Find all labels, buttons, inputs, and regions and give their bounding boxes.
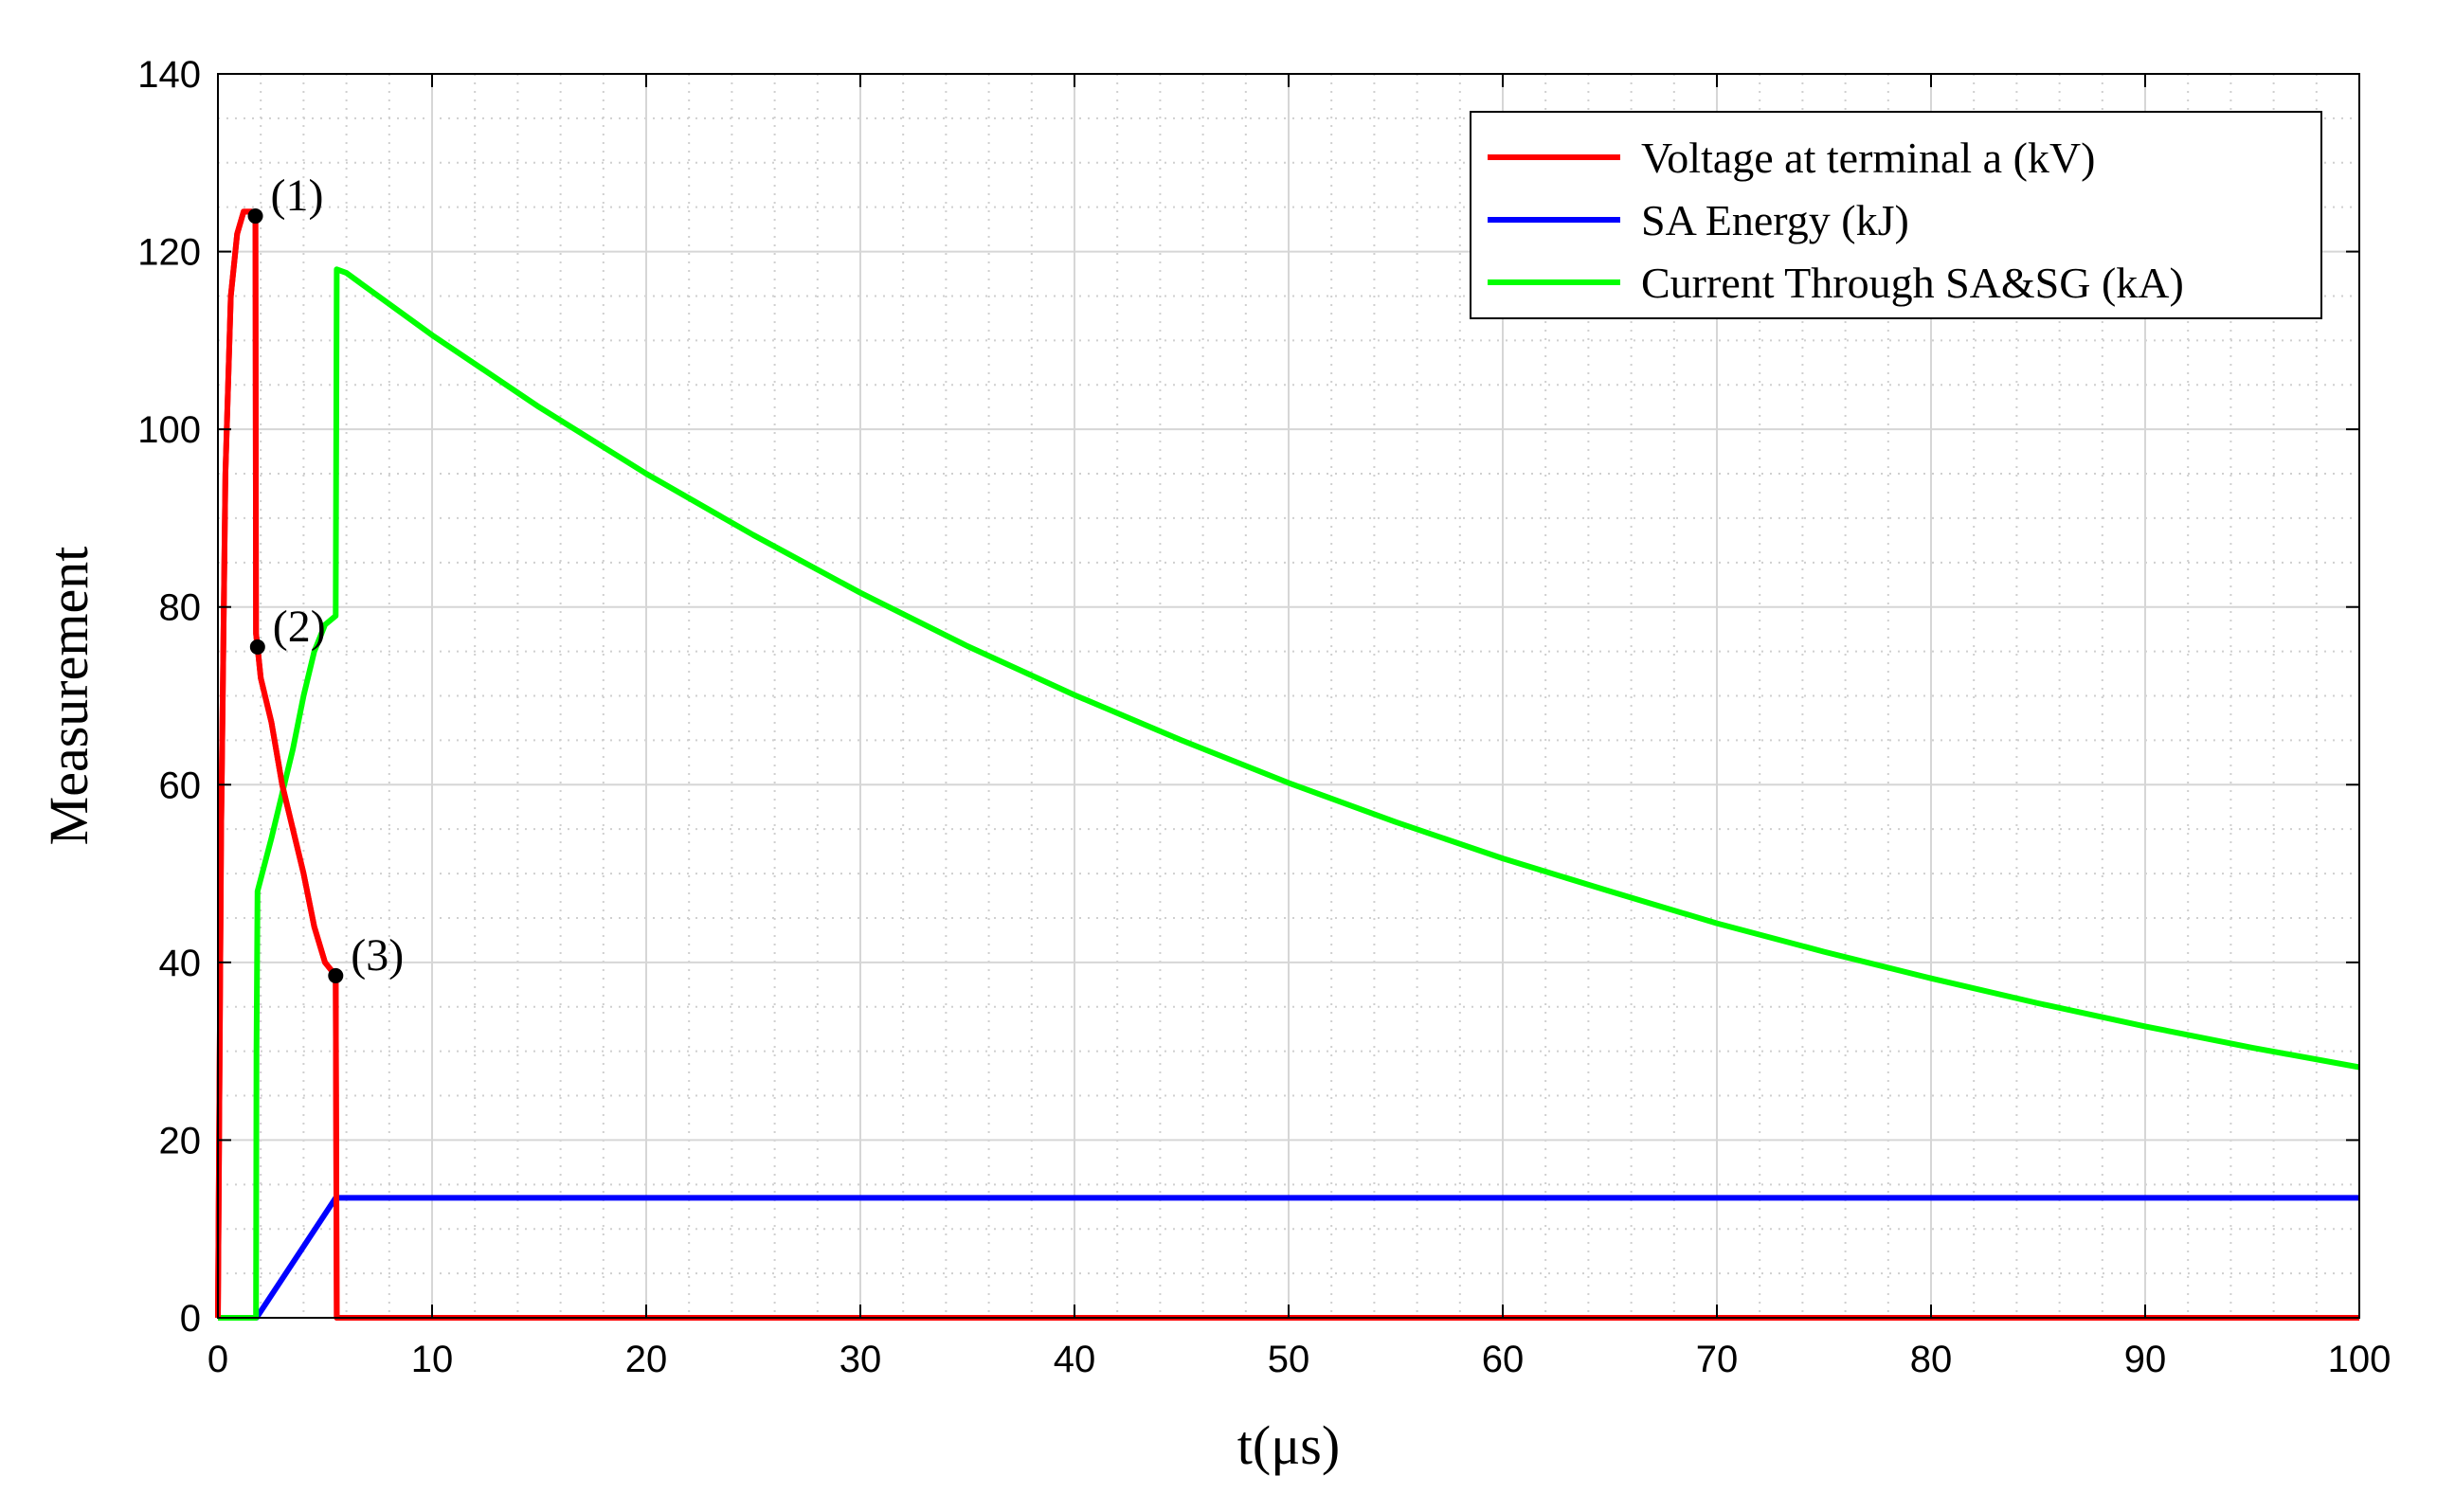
marker-point-2 bbox=[249, 639, 265, 655]
x-tick-label: 50 bbox=[1268, 1339, 1310, 1380]
x-tick-label: 40 bbox=[1054, 1339, 1096, 1380]
x-tick-label: 70 bbox=[1696, 1339, 1739, 1380]
y-tick-label: 120 bbox=[137, 232, 201, 274]
legend-label-2: SA Energy (kJ) bbox=[1641, 196, 1909, 244]
y-tick-label: 140 bbox=[137, 54, 201, 96]
y-axis-title: Measurement bbox=[38, 547, 99, 846]
y-tick-label: 60 bbox=[159, 765, 202, 806]
marker-point-1 bbox=[247, 208, 263, 225]
x-tick-label: 60 bbox=[1482, 1339, 1525, 1380]
x-tick-label: 100 bbox=[2328, 1339, 2392, 1380]
x-tick-label: 20 bbox=[625, 1339, 668, 1380]
legend-label-3: Current Through SA&SG (kA) bbox=[1641, 259, 2184, 307]
x-tick-label: 90 bbox=[2124, 1339, 2167, 1380]
marker-label-1: (1) bbox=[271, 171, 324, 221]
y-tick-label: 80 bbox=[159, 587, 202, 629]
marker-layer: (1) (2) (3) bbox=[247, 171, 404, 983]
legend-label-1: Voltage at terminal a (kV) bbox=[1641, 134, 2095, 182]
y-tick-label: 40 bbox=[159, 943, 202, 984]
x-axis-title: t(μs) bbox=[1237, 1414, 1340, 1476]
x-tick-label: 80 bbox=[1910, 1339, 1953, 1380]
marker-label-2: (2) bbox=[273, 602, 326, 652]
y-tick-label: 100 bbox=[137, 409, 201, 451]
legend: Voltage at terminal a (kV) SA Energy (kJ)… bbox=[1470, 111, 2322, 319]
y-tick-label: 20 bbox=[159, 1120, 202, 1161]
x-tick-label: 0 bbox=[208, 1339, 228, 1380]
marker-point-3 bbox=[328, 967, 344, 983]
tick-layer: 0 10 20 30 40 50 60 70 80 90 100 0 20 40 60 80 100 120 140 bbox=[137, 54, 2391, 1380]
y-tick-label: 0 bbox=[180, 1298, 201, 1340]
x-tick-label: 30 bbox=[839, 1339, 882, 1380]
x-tick-label: 10 bbox=[411, 1339, 454, 1380]
marker-label-3: (3) bbox=[351, 930, 404, 981]
